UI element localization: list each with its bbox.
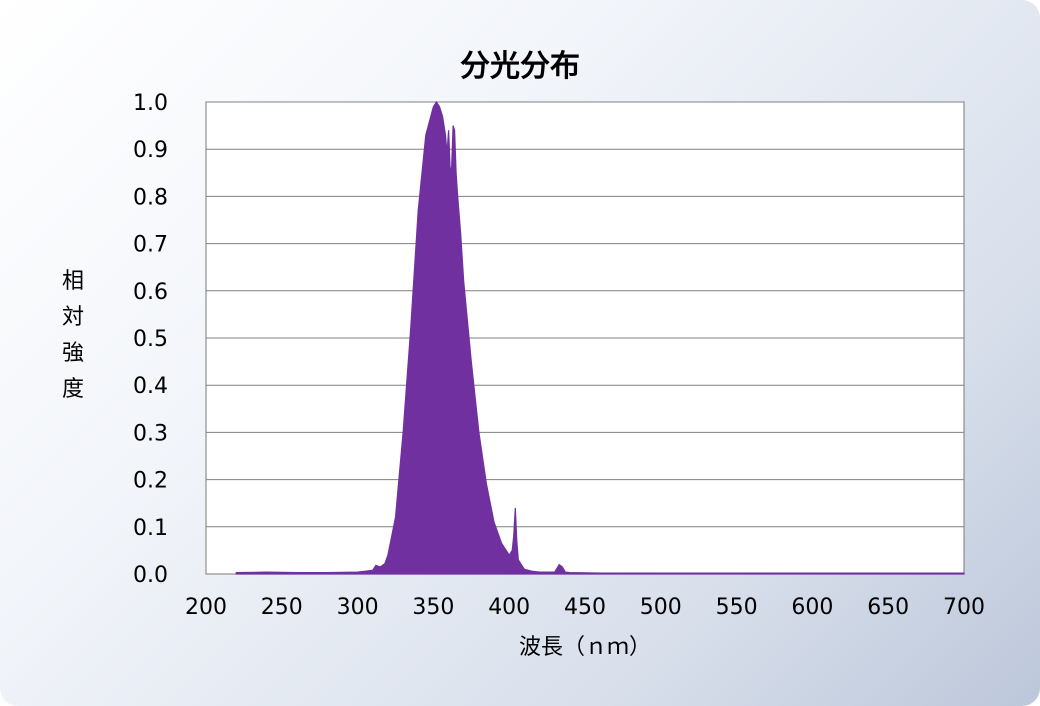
y-axis-label-char: 度	[62, 377, 84, 402]
grid-lines	[206, 101, 964, 575]
x-tick-label: 450	[564, 595, 606, 620]
x-tick-label: 600	[791, 595, 833, 620]
x-tick-label: 300	[337, 595, 379, 620]
y-tick-label: 0.6	[133, 280, 168, 305]
y-axis-label-char: 相	[62, 269, 84, 294]
y-tick-label: 0.2	[133, 469, 168, 494]
y-tick-label: 0.0	[133, 563, 168, 588]
y-tick-label: 1.0	[133, 91, 168, 116]
y-tick-label: 0.8	[133, 185, 168, 210]
x-tick-labels: 200 250 300 350 400 450 500 550 600 650 700	[185, 595, 985, 620]
y-tick-labels: 0.0 0.1 0.2 0.3 0.4 0.5 0.6 0.7 0.8 0.9 1.0	[133, 91, 168, 588]
x-tick-label: 650	[867, 595, 909, 620]
chart-title: 分光分布	[460, 49, 580, 84]
y-tick-label: 0.1	[133, 516, 168, 541]
x-tick-label: 700	[943, 595, 985, 620]
y-tick-label: 0.5	[133, 327, 168, 352]
y-tick-label: 0.4	[133, 374, 168, 399]
x-tick-label: 550	[716, 595, 758, 620]
y-axis-label-char: 強	[62, 341, 84, 366]
x-tick-label: 500	[640, 595, 682, 620]
series-area	[235, 100, 965, 575]
x-tick-label: 400	[488, 595, 530, 620]
x-tick-label: 200	[185, 595, 227, 620]
y-tick-label: 0.3	[133, 421, 168, 446]
x-tick-label: 250	[261, 595, 303, 620]
y-tick-label: 0.7	[133, 233, 168, 258]
x-axis-label: 波長（ｎｍ）	[519, 635, 651, 660]
y-axis-label-char: 対	[62, 305, 84, 330]
series-layer	[235, 100, 965, 575]
y-tick-label: 0.9	[133, 138, 168, 163]
x-tick-label: 350	[412, 595, 454, 620]
